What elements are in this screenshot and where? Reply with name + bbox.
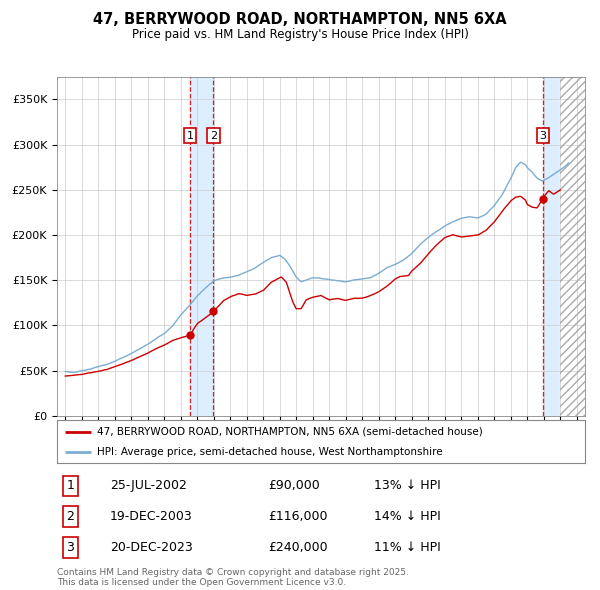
Text: 19-DEC-2003: 19-DEC-2003 (110, 510, 193, 523)
Text: 11% ↓ HPI: 11% ↓ HPI (374, 541, 440, 554)
Bar (543, 77, 560, 416)
Text: 1: 1 (66, 480, 74, 493)
Bar (560, 77, 585, 416)
Text: £240,000: £240,000 (268, 541, 328, 554)
Text: 1: 1 (187, 130, 193, 140)
Text: 3: 3 (66, 541, 74, 554)
Text: £90,000: £90,000 (268, 480, 320, 493)
Text: 14% ↓ HPI: 14% ↓ HPI (374, 510, 440, 523)
Text: 25-JUL-2002: 25-JUL-2002 (110, 480, 187, 493)
Text: 47, BERRYWOOD ROAD, NORTHAMPTON, NN5 6XA (semi-detached house): 47, BERRYWOOD ROAD, NORTHAMPTON, NN5 6XA… (97, 427, 482, 437)
Text: 2: 2 (209, 130, 217, 140)
Text: HPI: Average price, semi-detached house, West Northamptonshire: HPI: Average price, semi-detached house,… (97, 447, 442, 457)
Text: 47, BERRYWOOD ROAD, NORTHAMPTON, NN5 6XA: 47, BERRYWOOD ROAD, NORTHAMPTON, NN5 6XA (93, 12, 507, 27)
Bar (190, 77, 213, 416)
Text: 20-DEC-2023: 20-DEC-2023 (110, 541, 193, 554)
Text: 3: 3 (539, 130, 547, 140)
Text: 2: 2 (66, 510, 74, 523)
Text: Contains HM Land Registry data © Crown copyright and database right 2025.
This d: Contains HM Land Registry data © Crown c… (57, 568, 409, 587)
Bar (560, 77, 585, 416)
Text: £116,000: £116,000 (268, 510, 328, 523)
Text: Price paid vs. HM Land Registry's House Price Index (HPI): Price paid vs. HM Land Registry's House … (131, 28, 469, 41)
Text: 13% ↓ HPI: 13% ↓ HPI (374, 480, 440, 493)
